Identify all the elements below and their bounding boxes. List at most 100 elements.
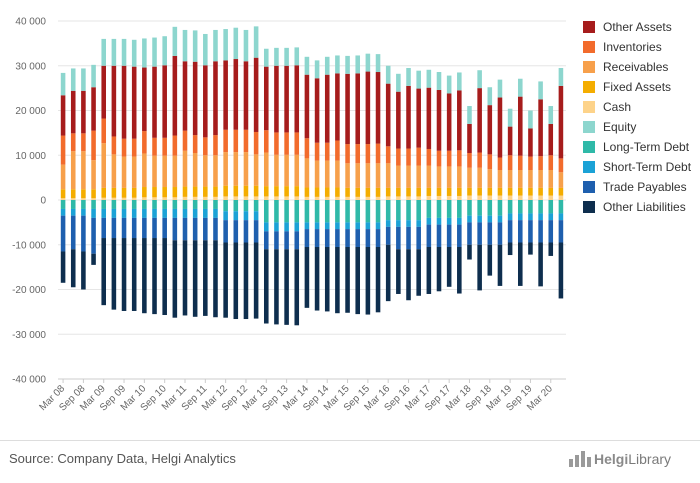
- bar-segment-trade-payables: [131, 217, 137, 239]
- bar-segment-other-liabilities: [284, 249, 289, 325]
- bar-segment-cash: [111, 197, 117, 200]
- bar-segment-inventories: [538, 156, 543, 171]
- bar-segment-equity: [172, 26, 178, 56]
- legend-item[interactable]: Short-Term Debt: [583, 157, 691, 177]
- bar-segment-other-liabilities: [528, 242, 533, 255]
- bar-segment-long-term-debt: [233, 200, 239, 212]
- legend-item[interactable]: Other Assets: [583, 17, 691, 37]
- bar-segment-other-liabilities: [233, 242, 239, 320]
- bar-segment-long-term-debt: [517, 200, 523, 214]
- bar-segment-long-term-debt: [457, 200, 462, 218]
- bar-segment-short-term-debt: [345, 222, 350, 230]
- bar-segment-cash: [101, 197, 107, 200]
- bar-segment-equity: [558, 67, 564, 86]
- bar-segment-fixed-assets: [101, 187, 107, 198]
- bar-segment-inventories: [294, 132, 300, 155]
- bar-segment-long-term-debt: [538, 200, 543, 214]
- bar-segment-short-term-debt: [538, 213, 543, 221]
- bar-segment-trade-payables: [426, 224, 432, 247]
- bar-segment-other-liabilities: [172, 240, 178, 318]
- bar-segment-receivables: [121, 156, 127, 188]
- bar-segment-other-assets: [507, 126, 513, 156]
- bar-segment-long-term-debt: [487, 200, 493, 216]
- bar-segment-long-term-debt: [263, 200, 269, 223]
- bar-segment-long-term-debt: [203, 200, 208, 209]
- bar-segment-cash: [487, 195, 493, 200]
- bar-segment-trade-payables: [101, 217, 107, 239]
- legend-swatch: [583, 81, 595, 93]
- bar-segment-fixed-assets: [426, 187, 432, 196]
- bar-segment-equity: [365, 53, 371, 72]
- bar-segment-trade-payables: [91, 217, 96, 254]
- bar-segment-short-term-debt: [396, 220, 401, 227]
- legend-swatch: [583, 181, 595, 193]
- bar-segment-other-assets: [446, 93, 452, 151]
- bar-segment-long-term-debt: [172, 200, 178, 209]
- logo-text-helgi: Helgi: [594, 451, 629, 467]
- bar-segment-trade-payables: [111, 217, 117, 239]
- bar-segment-other-assets: [162, 65, 167, 138]
- bar-segment-other-liabilities: [304, 246, 310, 308]
- legend-item[interactable]: Fixed Assets: [583, 77, 691, 97]
- bar-segment-trade-payables: [467, 222, 472, 245]
- legend-item[interactable]: Other Liabilities: [583, 197, 691, 217]
- bar-segment-cash: [355, 196, 361, 200]
- bar-segment-short-term-debt: [324, 222, 330, 230]
- bar-segment-equity: [152, 37, 157, 67]
- legend-label: Short-Term Debt: [603, 160, 692, 174]
- bar-segment-short-term-debt: [385, 220, 391, 227]
- bar-segment-long-term-debt: [416, 200, 421, 221]
- bar-segment-long-term-debt: [60, 200, 66, 209]
- bar-segment-trade-payables: [182, 217, 188, 241]
- bar-segment-other-liabilities: [558, 242, 564, 299]
- bar-segment-equity: [192, 30, 198, 62]
- bar-segment-equity: [274, 47, 279, 66]
- legend-item[interactable]: Cash: [583, 97, 691, 117]
- bar-segment-equity: [314, 60, 320, 79]
- bar-segment-fixed-assets: [517, 187, 523, 196]
- bar-segment-cash: [375, 196, 381, 200]
- bar-segment-trade-payables: [365, 229, 371, 247]
- bar-segment-trade-payables: [558, 220, 564, 243]
- legend-item[interactable]: Trade Payables: [583, 177, 691, 197]
- bar-segment-other-liabilities: [142, 238, 147, 314]
- bar-segment-short-term-debt: [243, 211, 249, 221]
- bar-segment-cash: [345, 196, 350, 200]
- bar-segment-long-term-debt: [223, 200, 228, 212]
- y-axis: 40 000 30 000 20 000 10 000 0 -10 000 -20 000 -…: [12, 17, 46, 386]
- bar-segment-equity: [91, 64, 96, 88]
- bar-segment-cash: [121, 197, 127, 200]
- bar-segment-other-assets: [192, 61, 198, 136]
- bar-segment-long-term-debt: [70, 200, 76, 209]
- bar-segment-other-liabilities: [192, 240, 198, 317]
- bar-segment-trade-payables: [304, 229, 310, 247]
- legend-item[interactable]: Long-Term Debt: [583, 137, 691, 157]
- bar-segment-short-term-debt: [131, 208, 137, 218]
- bar-segment-other-assets: [304, 74, 310, 139]
- bar-segment-cash: [60, 198, 66, 200]
- bar-segment-inventories: [304, 138, 310, 159]
- bar-segment-trade-payables: [517, 220, 523, 243]
- bar-segment-fixed-assets: [294, 186, 300, 197]
- bar-segment-long-term-debt: [324, 200, 330, 223]
- bar-segment-receivables: [162, 155, 167, 188]
- bar-segment-inventories: [243, 129, 249, 153]
- bar-segment-fixed-assets: [416, 187, 421, 197]
- bar-segment-inventories: [142, 131, 147, 154]
- legend-item[interactable]: Equity: [583, 117, 691, 137]
- bar-segment-fixed-assets: [446, 187, 452, 196]
- legend-item[interactable]: Receivables: [583, 57, 691, 77]
- bar-segment-trade-payables: [60, 215, 66, 252]
- bar-segment-other-liabilities: [436, 246, 442, 292]
- bar-segment-inventories: [396, 148, 401, 166]
- bar-segment-trade-payables: [70, 215, 76, 250]
- bar-segment-other-liabilities: [335, 246, 340, 314]
- legend-item[interactable]: Inventories: [583, 37, 691, 57]
- bar-segment-other-assets: [467, 123, 472, 154]
- bar-segment-long-term-debt: [528, 200, 533, 214]
- bar-segment-other-liabilities: [467, 244, 472, 260]
- bar-segment-trade-payables: [477, 222, 482, 245]
- bar-segment-inventories: [416, 147, 421, 166]
- bar-segment-other-liabilities: [375, 246, 381, 313]
- bar-segment-short-term-debt: [294, 222, 300, 232]
